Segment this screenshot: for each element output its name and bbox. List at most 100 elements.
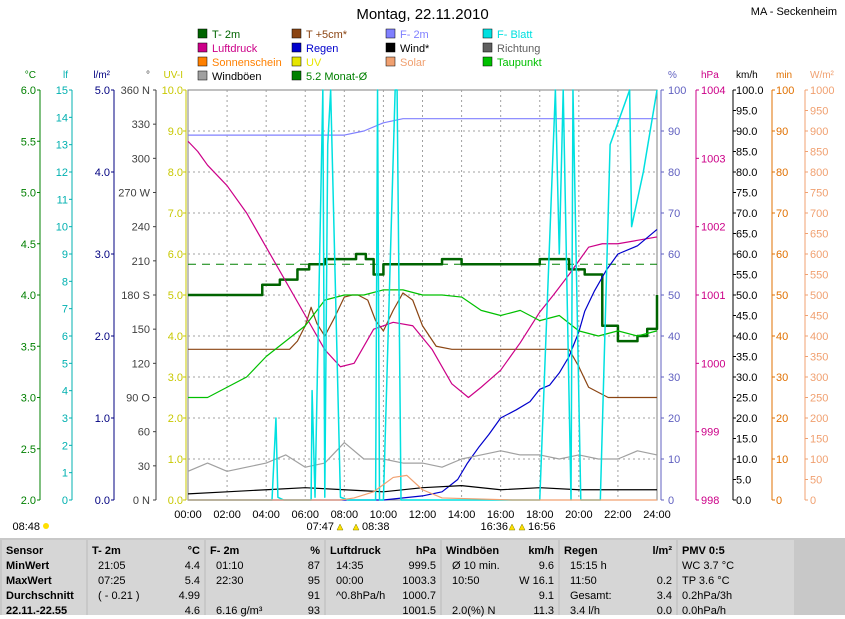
tick-label-solar: 150 [810,434,828,446]
legend-swatch [197,28,208,39]
tick-label-sun: 60 [776,249,788,261]
tick-label-uv: 3.0 [168,372,183,384]
stats-header-label: PMV 0:5 [682,545,725,557]
tick-label-wind: 70.0 [736,208,757,220]
tick-label-solar: 1000 [810,85,834,97]
tick-label-temp: 6.0 [21,85,36,97]
tick-label-wind: 90.0 [736,126,757,138]
stats-cell-label: 3.4 l/h [570,605,600,617]
legend-swatch [385,42,396,53]
tick-label-solar: 700 [810,208,828,220]
stats-header-unit: km/h [528,545,554,557]
stats-cell-value: 4.4 [184,560,200,572]
stats-row: TP 3.6 °C [682,574,790,589]
legend-item: F- Blatt [497,29,532,41]
stats-row: 1001.5 [330,604,436,619]
stats-row: 0.0hPa/h [682,604,790,619]
stats-cell-label: 21:05 [98,560,126,572]
tick-label-wind: 40.0 [736,331,757,343]
axis-unit-leaf: lf [63,70,68,81]
stats-header-unit: % [310,545,320,557]
axis-unit-solar: W/m² [810,70,835,81]
stats-column-pmv: PMV 0:5 WC 3.7 °C TP 3.6 °C 0.2hPa/3h 0.0hPa… [678,540,794,617]
legend-swatch [291,28,302,39]
sunrise-label: 07:47 [306,521,334,533]
tick-label-hum: 100 [668,85,686,97]
x-tick-label: 06:00 [291,509,319,521]
stats-cell-value: 0.2hPa/3h [682,590,733,602]
legend-item: T- 2m [212,29,240,41]
tick-label-leaf: 1 [62,468,68,480]
stats-header: Regen l/m² [564,544,672,559]
stats-column-gust: Windböen km/h Ø 10 min. 9.6 10:50 W 16.1 9.1 2.… [442,540,558,617]
tick-label-rain: 2.0 [95,331,110,343]
stats-cell-label: 11:50 [570,575,597,587]
stats-column-f2m: F- 2m% 01:10 87 22:30 95 91 6.16 g/m³ 93 [206,540,324,617]
tick-label-uv: 2.0 [168,413,183,425]
stats-row: 2.0(%) N 11.3 [446,604,554,619]
tick-label-solar: 950 [810,106,828,118]
tick-label-wind: 95.0 [736,106,757,118]
tick-label-uv: 7.0 [168,208,183,220]
tick-label-leaf: 15 [56,85,68,97]
x-tick-label: 08:00 [331,509,359,521]
x-tick-label: 24:00 [643,509,671,521]
series-line-regen [188,228,658,501]
x-tick-label: 12:00 [409,509,437,521]
stats-cell-value: 4.99 [178,590,200,602]
tick-label-rain: 5.0 [95,85,110,97]
legend-swatch [291,56,302,67]
tick-label-rain: 1.0 [95,413,110,425]
noon-marker [352,523,360,531]
tick-label-dir: 210 [132,256,150,268]
stats-header: Sensor [6,544,82,559]
stats-column-sensor: Sensor MinWert MaxWert Durchschnitt 22.11.-2… [2,540,86,617]
stats-cell-value: TP 3.6 °C [682,575,730,587]
legend-item: F- 2m [400,29,429,41]
series-line-wind- [187,485,657,495]
legend-item: Wind* [400,43,430,55]
series-line-taupunkt [188,289,658,399]
stats-cell-label: Gesamt: [570,590,612,602]
legend-item: Sonnenschein [212,57,282,69]
tick-label-rain: 3.0 [95,249,110,261]
stats-row: Durchschnitt [6,589,82,604]
tick-label-leaf: 4 [62,386,68,398]
dusk-marker [518,523,526,531]
stats-row: 15:15 h [564,559,672,574]
stats-cell-label: 6.16 g/m³ [216,605,263,617]
tick-label-temp: 5.5 [21,136,36,148]
stats-column-press: Luftdruck hPa 14:35 999.5 00:00 1003.3 ^0.8hPa… [326,540,440,617]
tick-label-press: 999 [701,427,719,439]
stats-cell-value: MaxWert [6,575,52,587]
tick-label-uv: 1.0 [168,454,183,466]
stats-header-label: T- 2m [92,545,121,557]
tick-label-sun: 70 [776,208,788,220]
axis-unit-uv: UV-I [164,70,183,81]
sunset-marker [508,523,516,531]
legend-swatch [385,56,396,67]
tick-label-leaf: 14 [56,112,68,124]
stats-cell-label: 15:15 h [570,560,607,572]
stats-cell-label: 22:30 [216,575,244,587]
stats-row: 14:35 999.5 [330,559,436,574]
stats-column-t2m: T- 2m °C 21:05 4.4 07:25 5.4 ( - 0.21 ) 4.99 4.6 [88,540,204,617]
tick-label-dir: 0 N [133,495,150,507]
tick-label-temp: 4.5 [21,239,36,251]
stats-row: 22:30 95 [210,574,320,589]
stats-header: Luftdruck hPa [330,544,436,559]
tick-label-dir: 330 [132,119,150,131]
tick-label-temp: 2.0 [21,495,36,507]
tick-label-uv: 4.0 [168,331,183,343]
station-name: MA - Seckenheim [750,6,837,18]
stats-row: MinWert [6,559,82,574]
stats-cell-value: 4.6 [184,605,200,617]
axis-unit-sun: min [776,70,792,81]
stats-cell-value: 93 [307,605,320,617]
tick-label-dir: 30 [138,461,150,473]
stats-row: 11:50 0.2 [564,574,672,589]
tick-label-dir: 150 [132,324,150,336]
tick-label-dir: 300 [132,153,150,165]
series-line-windb-en [187,442,658,472]
tick-label-dir: 60 [138,427,150,439]
